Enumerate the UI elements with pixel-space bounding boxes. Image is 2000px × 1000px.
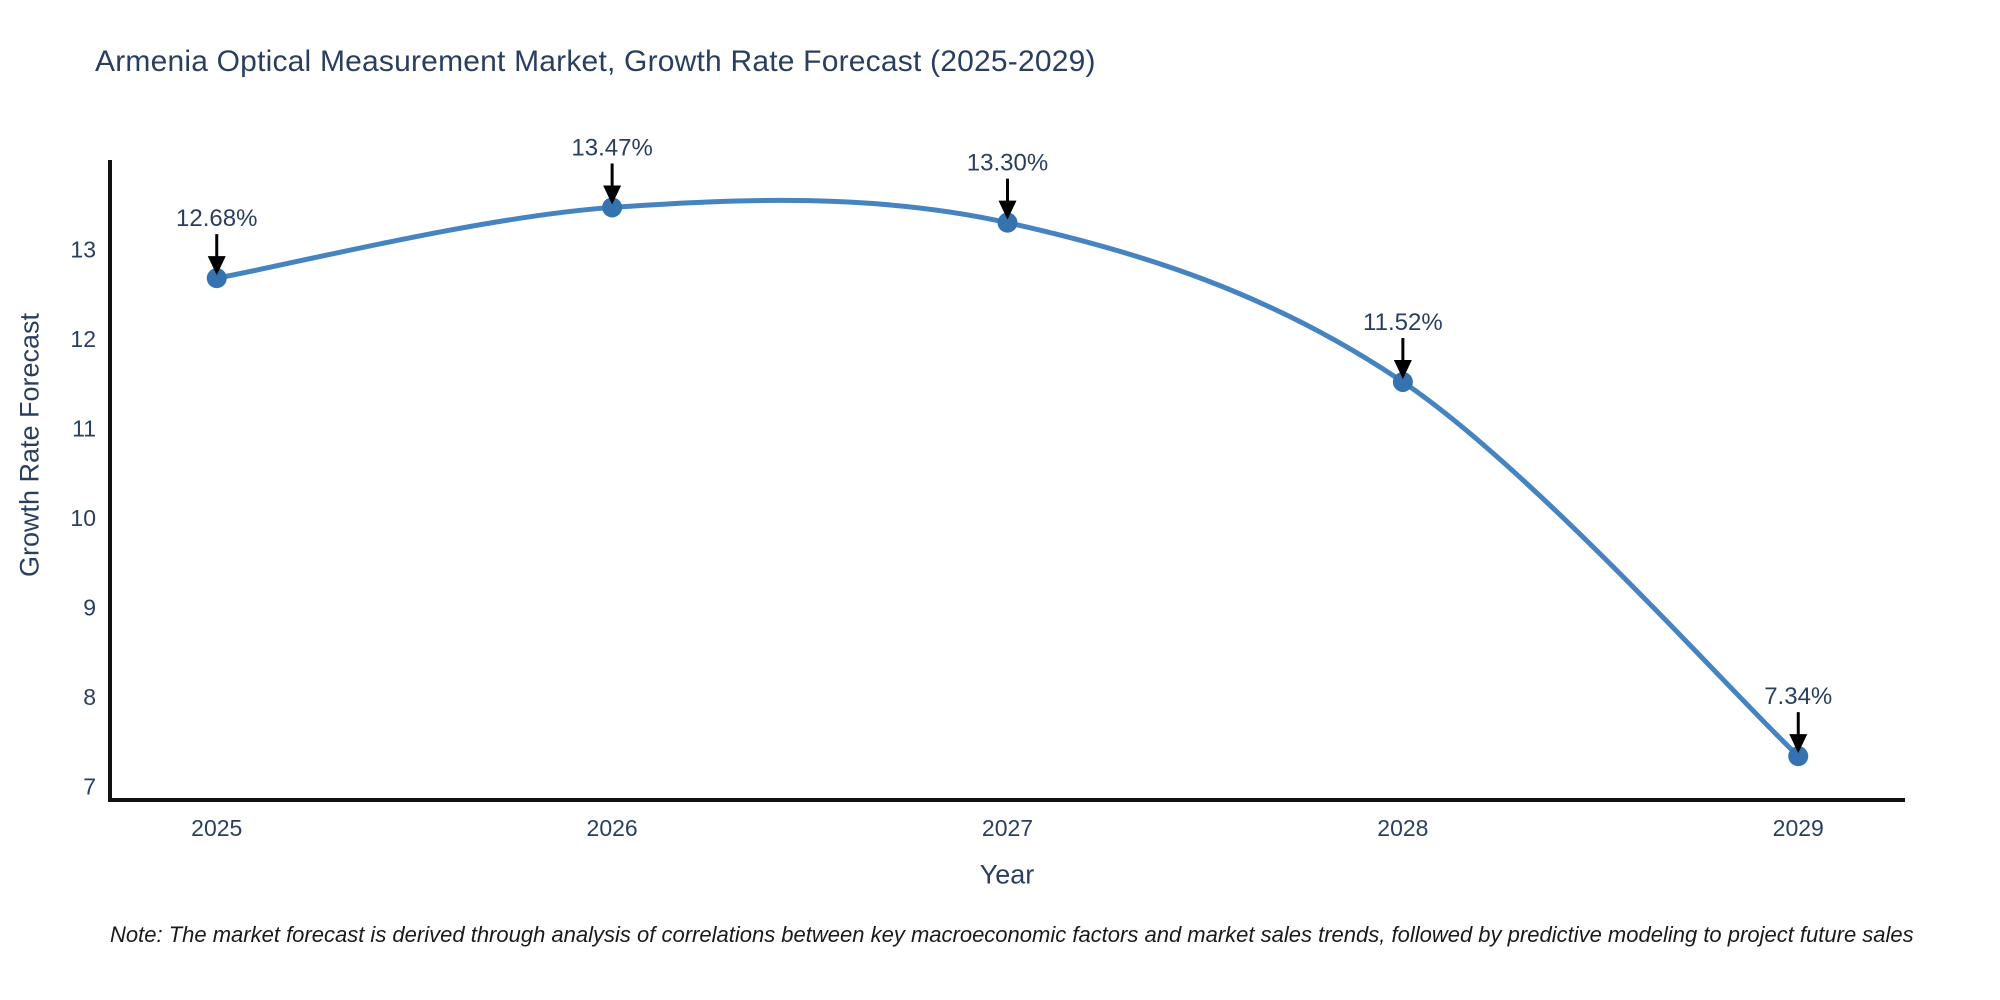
data-point-label: 12.68% — [176, 205, 257, 232]
y-tick-label: 10 — [70, 505, 96, 531]
x-tick-label: 2026 — [587, 815, 638, 841]
x-tick-label: 2029 — [1773, 815, 1824, 841]
footnote: Note: The market forecast is derived thr… — [110, 922, 1914, 947]
y-tick-label: 12 — [70, 326, 96, 352]
chart-title: Armenia Optical Measurement Market, Grow… — [95, 45, 1096, 78]
x-tick-label: 2027 — [982, 815, 1033, 841]
annotation-arrowhead-icon — [1393, 359, 1412, 379]
x-tick-label: 2028 — [1377, 815, 1428, 841]
data-point-marker — [1788, 746, 1809, 767]
data-point-label: 13.47% — [571, 134, 652, 161]
y-axis-title: Growth Rate Forecast — [14, 312, 45, 578]
annotation-arrowhead-icon — [603, 185, 622, 205]
forecast-line — [214, 197, 1801, 759]
y-tick-label: 9 — [83, 595, 96, 621]
axis-spine — [108, 160, 1905, 802]
y-tick-label: 7 — [83, 774, 96, 800]
annotation-arrowhead-icon — [1789, 734, 1808, 754]
x-axis-title: Year — [979, 859, 1035, 890]
data-point-label: 7.34% — [1764, 683, 1832, 710]
data-point-marker — [602, 197, 623, 218]
x-tick-label: 2025 — [191, 815, 242, 841]
data-point-label: 13.30% — [967, 150, 1048, 177]
y-tick-label: 11 — [72, 416, 96, 442]
annotation-arrowhead-icon — [998, 200, 1017, 220]
data-point-label: 11.52% — [1363, 309, 1443, 336]
y-tick-label: 13 — [70, 237, 96, 263]
y-tick-label: 8 — [83, 684, 96, 710]
data-point-marker — [206, 268, 227, 289]
data-point-marker — [1392, 371, 1413, 392]
data-point-marker — [997, 212, 1018, 233]
annotation-arrowhead-icon — [207, 256, 226, 276]
